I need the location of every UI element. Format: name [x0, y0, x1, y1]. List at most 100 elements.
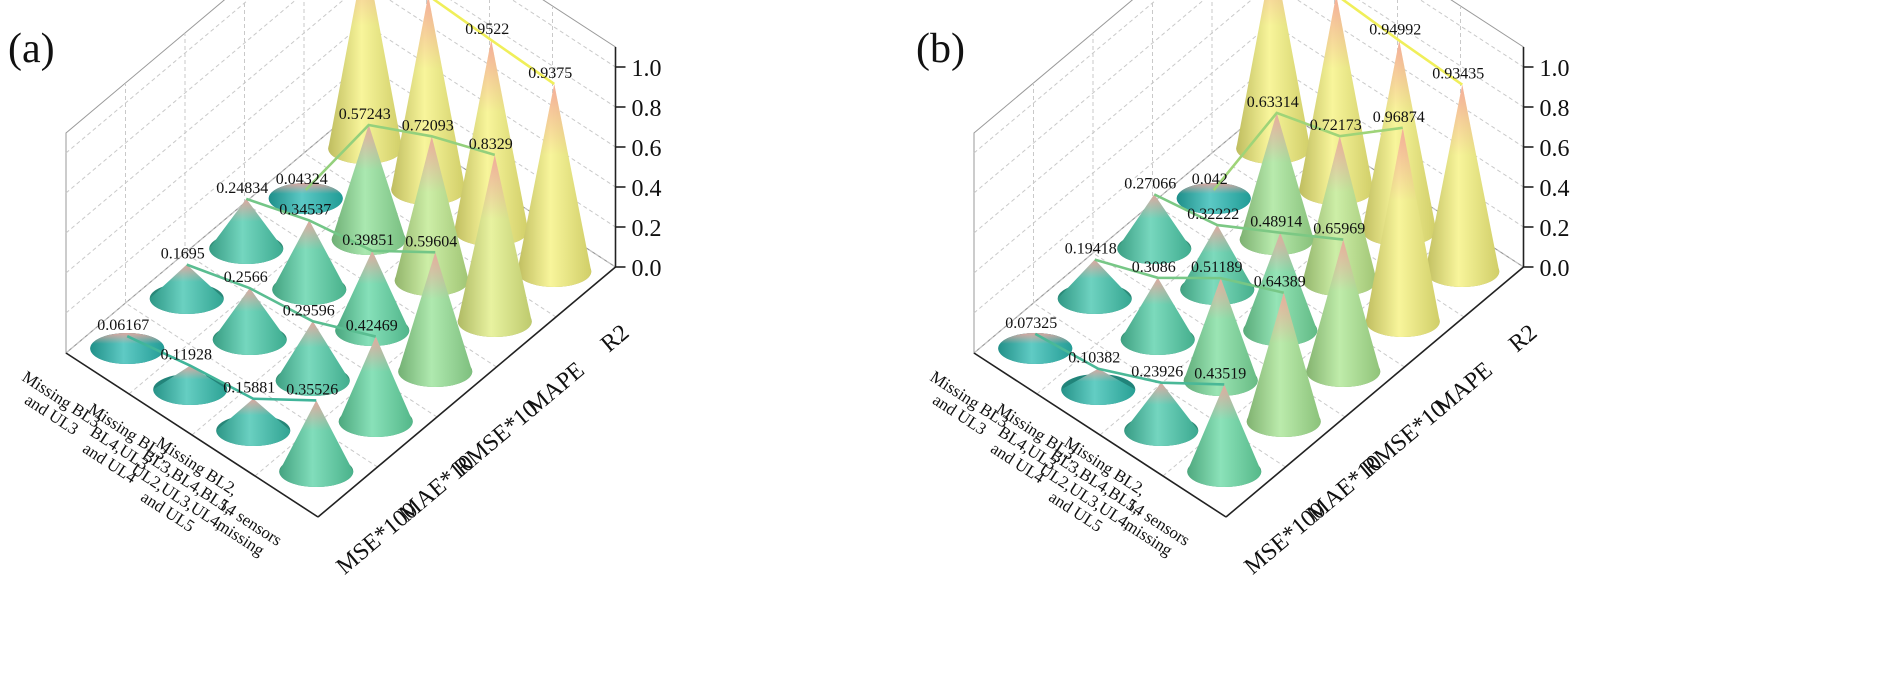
value-label: 0.64389	[1254, 274, 1306, 291]
cone-tip-shade	[1362, 40, 1437, 247]
value-label: 0.48914	[1250, 214, 1302, 231]
panel-label: (b)	[916, 26, 965, 72]
value-labels: 0.98770.043240.97020.248340.572430.95220…	[97, 21, 572, 398]
value-label: 0.29596	[283, 302, 335, 319]
value-label: 0.07325	[1005, 315, 1057, 332]
cone-tip-shade	[1425, 84, 1500, 288]
cone-tip-shade	[216, 398, 291, 447]
value-label: 0.63314	[1247, 94, 1299, 111]
z-tick-label: 0.2	[1540, 216, 1570, 242]
cone	[998, 332, 1073, 365]
scenario-label: Missing BL2,BL3,BL4,BL5,UL2,UL3,UL4,and …	[118, 429, 247, 548]
value-label: 0.51189	[1191, 259, 1242, 276]
trend-line	[432, 0, 555, 86]
z-tick-label: 0.0	[632, 256, 662, 282]
value-label: 0.04324	[276, 171, 328, 188]
metric-axis	[317, 266, 617, 518]
cone	[1365, 127, 1440, 338]
z-tick-label: 0.6	[632, 136, 662, 162]
cone-tip-shade	[1239, 112, 1314, 256]
cone	[1124, 382, 1199, 447]
z-tick-label: 1.0	[1540, 56, 1570, 82]
value-label: 0.9522	[465, 21, 509, 38]
z-tick-label: 0.8	[1540, 96, 1570, 122]
cone	[1057, 259, 1132, 315]
z-gridline	[65, 0, 616, 154]
panel-label: (a)	[8, 26, 55, 72]
cones	[90, 0, 592, 488]
cone-tip-shade	[268, 182, 343, 215]
metric-label: R2	[596, 320, 634, 358]
value-label: 0.72093	[402, 117, 454, 134]
cone-tip-shade	[1365, 127, 1440, 338]
cone	[216, 398, 291, 447]
value-label: 0.11928	[161, 347, 212, 364]
cone-tip-shade	[1124, 382, 1199, 447]
cone	[1061, 368, 1136, 406]
cone-tip-shade	[272, 220, 347, 306]
cone-tip-shade	[149, 264, 224, 315]
metric-axis	[1225, 266, 1525, 518]
z-tick-label: 0.6	[1540, 136, 1570, 162]
value-label: 0.15881	[223, 380, 275, 397]
z-tick-label: 0.4	[1540, 176, 1570, 202]
scenario-label: Missing BL3,BL4,UL3and UL4	[973, 399, 1081, 496]
cone	[153, 365, 228, 406]
scenario-axis	[65, 352, 319, 518]
value-labels: 0.98570.0420.97320.270660.633140.949920.…	[1005, 22, 1484, 383]
metric-label: MAPE	[1430, 357, 1498, 420]
cone	[209, 198, 284, 265]
cone-tip-shade	[1306, 239, 1381, 388]
cone	[331, 125, 406, 256]
cone	[275, 321, 350, 397]
value-label: 0.93435	[1432, 66, 1484, 83]
z-tick-label: 0.2	[632, 216, 662, 242]
trend-line	[245, 197, 436, 254]
value-label: 0.35526	[286, 381, 338, 398]
cone-tip-shade	[1236, 0, 1311, 165]
cone-tip-shade	[1120, 277, 1195, 356]
value-label: 0.65969	[1313, 221, 1365, 238]
z-gridline	[973, 0, 1524, 194]
value-label: 0.2566	[224, 269, 268, 286]
cone-tip-shade	[212, 288, 287, 356]
cone-tip-shade	[457, 154, 532, 338]
value-label: 0.72173	[1310, 117, 1362, 134]
value-label: 0.10382	[1068, 350, 1120, 367]
cone	[1243, 232, 1318, 347]
z-tick-label: 0.4	[632, 176, 662, 202]
cone-tip-shade	[328, 0, 403, 165]
cone-tip-shade	[1299, 0, 1374, 206]
value-label: 0.42469	[346, 318, 398, 335]
cone-tip-shade	[1117, 194, 1192, 265]
trend-line	[1212, 111, 1403, 191]
z-tick-labels: 0.0 0.2 0.4 0.6 0.8 1.0	[615, 56, 662, 282]
value-label: 0.19418	[1065, 241, 1117, 258]
cone	[1176, 182, 1251, 215]
cone	[335, 250, 410, 347]
cone-tip-shade	[1180, 225, 1255, 306]
cone-tip-shade	[394, 136, 469, 297]
cone-tip-shade	[1183, 278, 1258, 397]
cone-tip-shade	[517, 84, 592, 288]
z-gridline	[973, 0, 1524, 154]
metric-label: R2	[1504, 320, 1542, 358]
cone	[1306, 239, 1381, 388]
z-gridline	[65, 0, 616, 194]
scenario-label: Missing BL2,BL3,BL4,BL5,UL2,UL3,UL4,and …	[1026, 429, 1155, 548]
trend-line	[1153, 193, 1344, 241]
cone	[1183, 278, 1258, 397]
cone-tip-shade	[1246, 292, 1321, 438]
cone	[1117, 194, 1192, 265]
z-tick-label: 1.0	[632, 56, 662, 82]
scenario-axis	[973, 352, 1227, 518]
value-label: 0.96874	[1373, 109, 1425, 126]
trend-line	[186, 263, 377, 338]
cone-tip-shade	[338, 336, 413, 438]
value-label: 0.57243	[339, 106, 391, 123]
cone	[517, 84, 592, 288]
cone	[1425, 84, 1500, 288]
cone-tip-shade	[398, 252, 473, 388]
cone-tip-shade	[1187, 384, 1262, 488]
